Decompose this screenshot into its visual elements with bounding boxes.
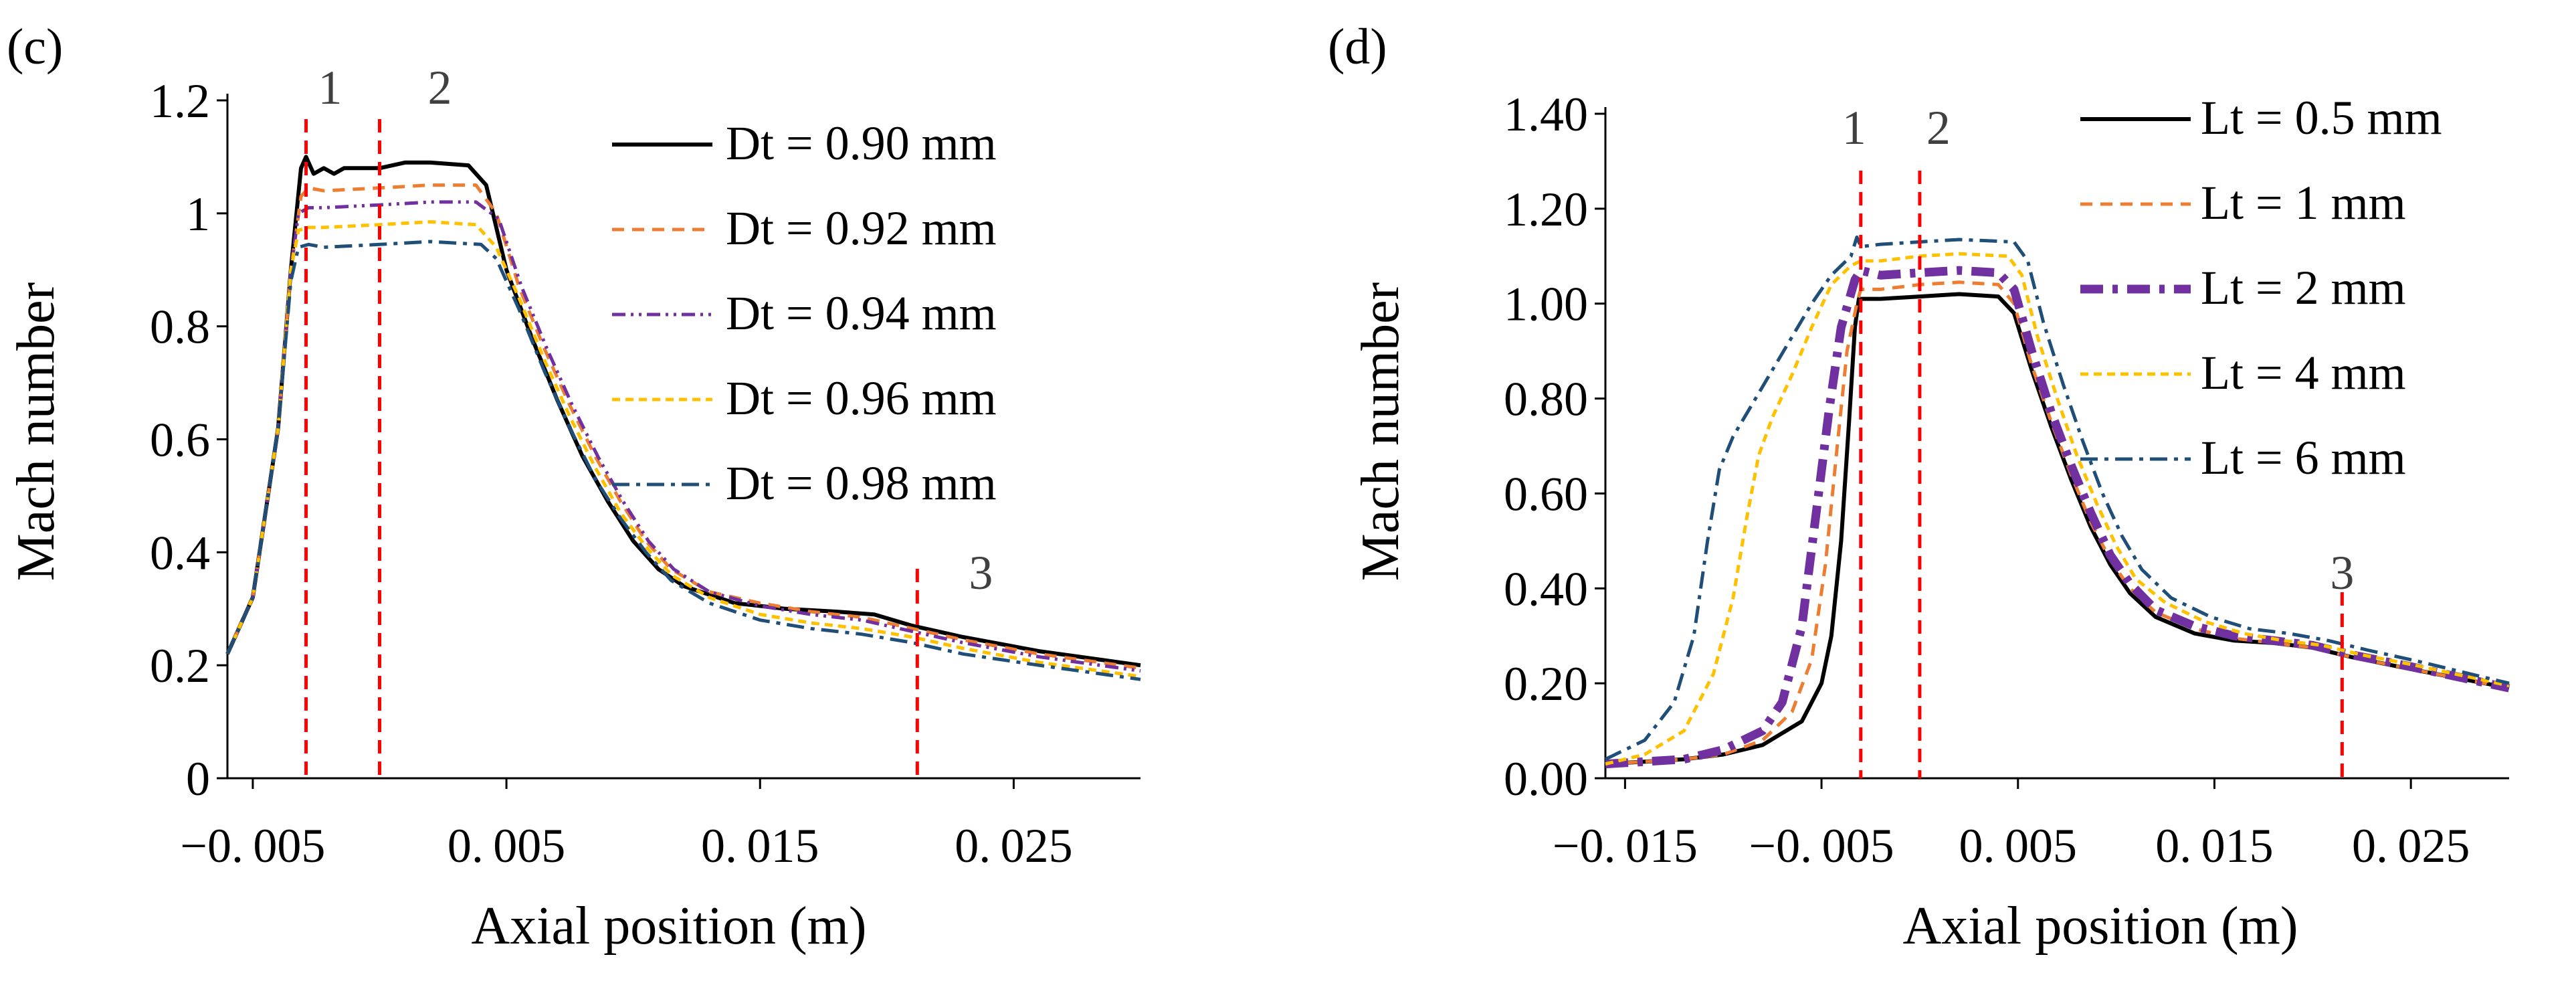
y-tick-label: 1.40 — [1504, 88, 1588, 141]
chart-panel-c: (c) Mach number Axial position (m) 0 0.2 0… — [7, 19, 1141, 956]
y-tick-label: 1 — [186, 187, 210, 241]
x-axis-title: Axial position (m) — [1902, 897, 2298, 956]
y-tick-label: 0.00 — [1504, 752, 1588, 806]
legend-label: Lt = 1 mm — [2201, 176, 2406, 230]
y-tick-label: 0.6 — [150, 414, 210, 467]
marker-label: 2 — [1926, 101, 1951, 155]
series-line — [1605, 266, 2510, 769]
y-tick-label: 0.20 — [1504, 657, 1588, 711]
series-line — [1605, 280, 2510, 766]
series-line — [225, 200, 1141, 673]
x-tick-label: 0. 015 — [701, 819, 819, 873]
marker-label: 1 — [1842, 101, 1866, 155]
x-tick-label: 0. 025 — [955, 819, 1072, 873]
y-tick-label: 0 — [186, 752, 210, 806]
marker-label: 3 — [2330, 546, 2354, 600]
series-line — [1605, 252, 2510, 766]
series-line — [225, 183, 1141, 670]
y-tick-label: 1.20 — [1504, 183, 1588, 236]
y-tick-label: 0.40 — [1504, 562, 1588, 616]
chart-panel-d: (d) Mach number Axial position (m) 0.00 0… — [1328, 19, 2510, 956]
legend-label: Dt = 0.94 mm — [726, 286, 997, 340]
legend-label: Dt = 0.96 mm — [726, 371, 997, 425]
marker-label: 3 — [969, 546, 993, 600]
legend-label: Dt = 0.98 mm — [726, 456, 997, 510]
panel-label: (d) — [1328, 19, 1387, 75]
y-tick-label: 0.80 — [1504, 373, 1588, 426]
series-line — [225, 220, 1141, 679]
y-axis-title: Mach number — [7, 282, 66, 582]
marker-label: 2 — [428, 61, 452, 114]
legend-label: Lt = 0.5 mm — [2201, 91, 2442, 145]
x-axis-title: Axial position (m) — [471, 897, 866, 956]
x-tick-label: 0. 015 — [2155, 819, 2273, 873]
series-line — [1605, 292, 2510, 766]
y-tick-label: 1.00 — [1504, 278, 1588, 331]
x-tick-label: −0. 015 — [1553, 819, 1698, 873]
legend-label: Dt = 0.90 mm — [726, 116, 997, 170]
y-tick-label: 0.8 — [150, 300, 210, 354]
marker-label: 1 — [318, 61, 342, 114]
x-tick-label: 0. 025 — [2352, 819, 2470, 873]
x-tick-label: −0. 005 — [180, 819, 325, 873]
legend-label: Lt = 4 mm — [2201, 346, 2406, 399]
panel-label: (c) — [7, 19, 63, 75]
y-tick-label: 0.2 — [150, 639, 210, 693]
series-line — [225, 155, 1141, 668]
y-tick-label: 1.2 — [150, 74, 210, 128]
legend-label: Lt = 2 mm — [2201, 261, 2406, 315]
x-tick-label: −0. 005 — [1749, 819, 1894, 873]
series-line — [225, 240, 1141, 681]
legend-label: Dt = 0.92 mm — [726, 201, 997, 255]
x-tick-label: 0. 005 — [1959, 819, 2077, 873]
legend-label: Lt = 6 mm — [2201, 431, 2406, 484]
series-line — [1604, 235, 2510, 761]
x-tick-label: 0. 005 — [448, 819, 565, 873]
y-tick-label: 0.4 — [150, 526, 210, 579]
y-axis-title: Mach number — [1351, 282, 1410, 582]
y-tick-label: 0.60 — [1504, 467, 1588, 521]
